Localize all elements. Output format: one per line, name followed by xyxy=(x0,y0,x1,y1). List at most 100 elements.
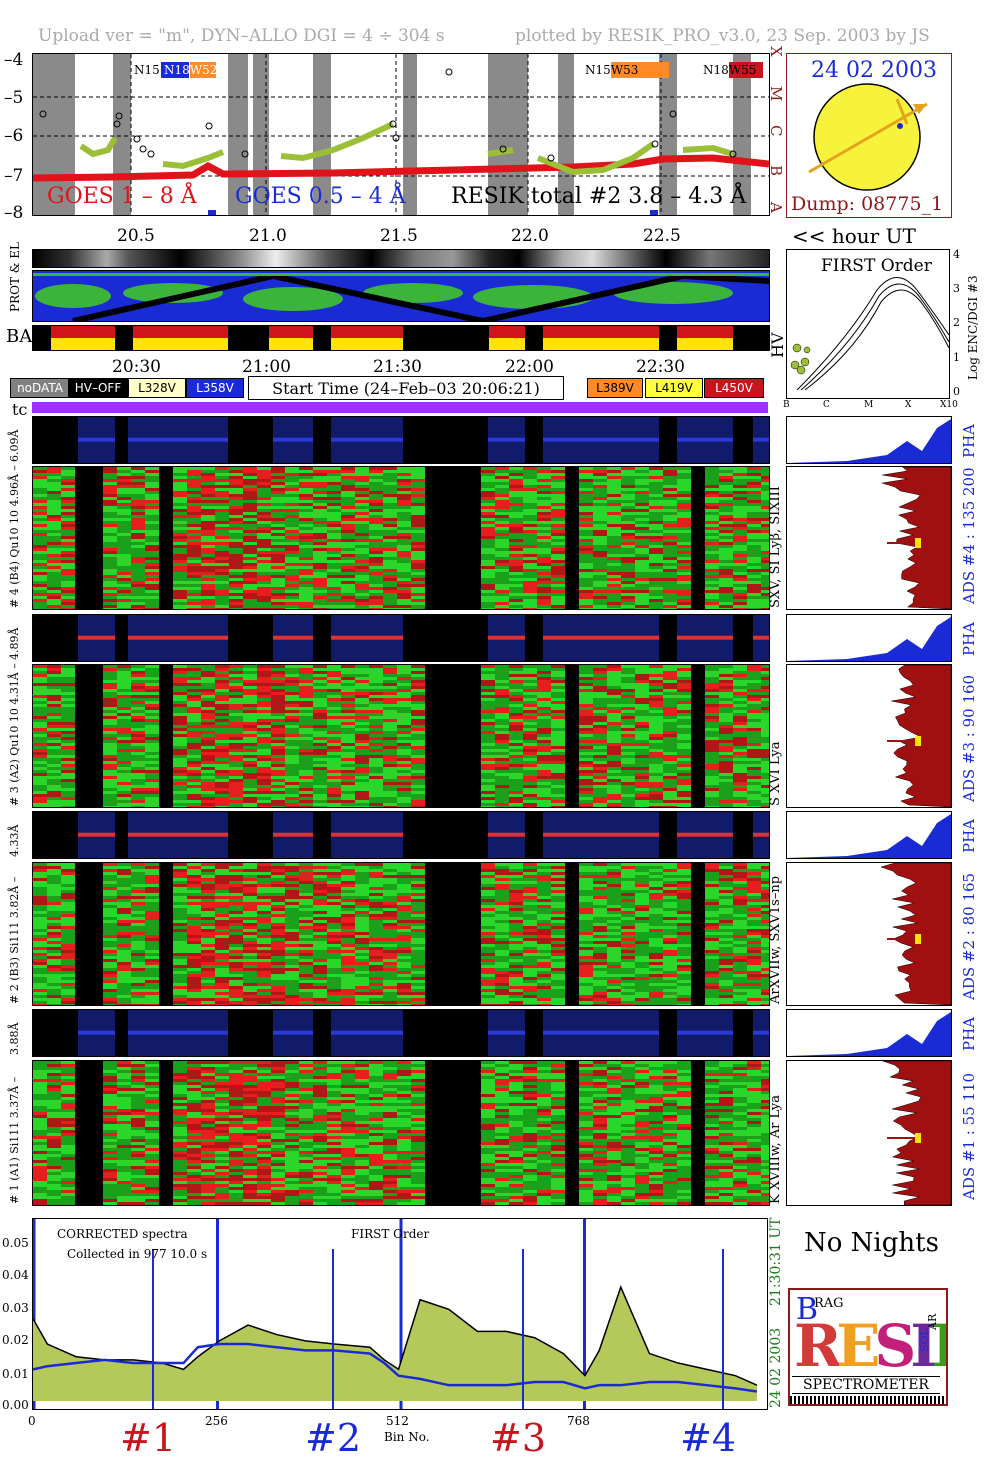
start-time: Start Time (24–Feb–03 20:06:21) xyxy=(248,376,564,400)
pha-strip-3 xyxy=(32,811,770,859)
spectrum-caption: CORRECTED spectra xyxy=(57,1227,188,1241)
ar-label-3: N15W53 xyxy=(585,63,639,77)
fo-ytick: 0 xyxy=(953,385,960,398)
channel-ads-label-2: ADS #3 : 90 160 xyxy=(960,674,978,802)
spectrum-area xyxy=(33,1287,757,1401)
channel-lines-label-4: K XVIIIw, Ar Lya xyxy=(768,1095,783,1204)
spectrum-side-date: 24 02 2003 xyxy=(768,1327,784,1408)
spec-ytick: 0.00 xyxy=(2,1398,29,1412)
channel-lines-label-3: ArXVIIw, SXV1s–np xyxy=(768,875,783,1004)
spec-xtick: 512 xyxy=(386,1414,409,1428)
class-label-x: X xyxy=(767,46,785,57)
hour-tick: 21.0 xyxy=(249,226,287,246)
goes-ytick: –5 xyxy=(4,88,24,108)
channel-pha-label-3: 4.33Å xyxy=(8,824,21,857)
dynamic-spectrum-2 xyxy=(32,664,770,808)
hour-tick: 21.5 xyxy=(380,226,418,246)
fo-xtick: B xyxy=(783,400,790,410)
legend-l450: L450V xyxy=(704,378,764,398)
pha-strip-4 xyxy=(32,1009,770,1057)
spec-ytick: 0.04 xyxy=(2,1268,29,1282)
prot-strip xyxy=(32,270,770,322)
legend-l328: L328V xyxy=(128,378,186,398)
pha-histogram-3 xyxy=(786,811,952,859)
goes-ytick: –4 xyxy=(4,50,24,70)
fo-ytick: 3 xyxy=(953,282,960,295)
time-tick: 21:00 xyxy=(242,357,291,377)
tc-strip xyxy=(32,402,768,413)
class-label-a: A xyxy=(767,202,785,213)
logo-sub: SPECTROMETER xyxy=(792,1376,940,1394)
legend-hv-off: HV–OFF xyxy=(68,378,128,398)
fo-xtick: M xyxy=(864,400,874,410)
class-label-c: C xyxy=(767,125,785,137)
spec-xtick: 256 xyxy=(205,1414,228,1428)
fo-xtick: X xyxy=(905,400,912,410)
time-tick: 22:30 xyxy=(636,357,685,377)
header-left: Upload ver = "m", DYN–ALLO DGI = 4 ÷ 304… xyxy=(38,26,445,46)
spec-ytick: 0.02 xyxy=(2,1333,29,1347)
channel-lines-label-1: SXV, SI Lyβ, SIXIII xyxy=(768,486,783,608)
ar-label-1: N15 xyxy=(134,63,160,77)
spectrum-caption2: Collected in 977 10.0 s xyxy=(67,1247,208,1261)
spec-xtick: 0 xyxy=(28,1414,36,1428)
ba-strip xyxy=(32,325,770,351)
goes-panel: N15 N18W52 N15W53 N18W55 GOES 1 – 8 Å GO… xyxy=(32,53,770,216)
resik-total-label: RESIK total #2 3.8 – 4.3 Å xyxy=(451,184,747,209)
spec-ytick: 0.05 xyxy=(2,1236,29,1250)
logo-fineprint xyxy=(790,1396,946,1404)
class-label-m: M xyxy=(767,86,785,102)
first-order-panel: FIRST Order xyxy=(786,249,950,399)
first-order-curves xyxy=(790,277,950,391)
pha-histogram-2 xyxy=(786,614,952,662)
channel-pha-label-1: 6.09Å xyxy=(8,429,21,462)
channel-pha-tag-2: PHA xyxy=(960,621,978,656)
ads-histogram-1 xyxy=(786,466,952,610)
goes-plot xyxy=(33,54,769,215)
ba-label: BA xyxy=(6,326,33,347)
goes-ytick: –8 xyxy=(4,203,24,223)
ar-label-2: N18W52 xyxy=(164,63,218,77)
fo-ytick: 1 xyxy=(953,351,960,364)
channel-main-label-3: # 2 (B3) Si111 3.82Å – xyxy=(8,876,21,1004)
channel-lines-label-2: S XVI Lya xyxy=(768,741,783,806)
channel-tag-3: #3 xyxy=(490,1416,547,1460)
legend-l389: L389V xyxy=(587,378,643,398)
pha-strip-2 xyxy=(32,614,770,662)
sun-dump: Dump: 08775_1 xyxy=(791,193,944,215)
sun-disc-plot xyxy=(808,83,928,191)
channel-pha-label-4: 3.88Å xyxy=(8,1022,21,1055)
logo-b: B xyxy=(796,1292,819,1327)
header-right: plotted by RESIK_PRO_v3.0, 23 Sep. 2003 … xyxy=(515,26,930,46)
hv-label: HV xyxy=(768,332,787,358)
hour-tick: 22.0 xyxy=(511,226,549,246)
dynamic-spectrum-3 xyxy=(32,862,770,1006)
logo-letters: RESIK xyxy=(794,1312,946,1380)
channel-main-label-4: # 1 (A1) Si111 3.37Å – xyxy=(8,1076,21,1204)
channel-main-label-1: # 4 (B4) Qu10 10 4.96Å – xyxy=(8,465,21,608)
channel-pha-label-2: 4.89Å xyxy=(8,627,21,660)
legend-nodata: noDATA xyxy=(10,378,70,398)
goes-long-label: GOES 1 – 8 Å xyxy=(47,184,197,209)
sun-panel: 24 02 2003 Dump: 08775_1 xyxy=(786,53,952,218)
channel-pha-tag-3: PHA xyxy=(960,818,978,853)
prot-el-label: PROT & EL xyxy=(8,242,22,312)
channel-ads-label-4: ADS #1 : 55 110 xyxy=(960,1072,978,1200)
goes-ytick: –7 xyxy=(4,166,24,186)
channel-pha-tag-4: PHA xyxy=(960,1016,978,1051)
resik-logo: B RAG RESIK SOL AR SPECTROMETER xyxy=(788,1288,948,1406)
spectrum-side-time: 21:30:31 UT xyxy=(768,1217,784,1306)
fo-ylabel: Log ENC/DGI #3 xyxy=(966,275,980,380)
channel-tag-2: #2 xyxy=(305,1416,362,1460)
time-tick: 22:00 xyxy=(505,357,554,377)
channel-ads-label-1: ADS #4 : 135 200 xyxy=(960,467,978,604)
tc-label: tc xyxy=(12,400,28,419)
spectrum-plot xyxy=(33,1219,758,1409)
logo-rag: RAG xyxy=(814,1296,844,1311)
hour-ut-label: << hour UT xyxy=(792,224,916,248)
fo-xtick: X10 xyxy=(940,400,958,410)
logo-sol: SOL xyxy=(918,1328,931,1352)
no-nights: No Nights xyxy=(804,1228,939,1258)
ads-histogram-3 xyxy=(786,862,952,1006)
hour-tick: 22.5 xyxy=(643,226,681,246)
